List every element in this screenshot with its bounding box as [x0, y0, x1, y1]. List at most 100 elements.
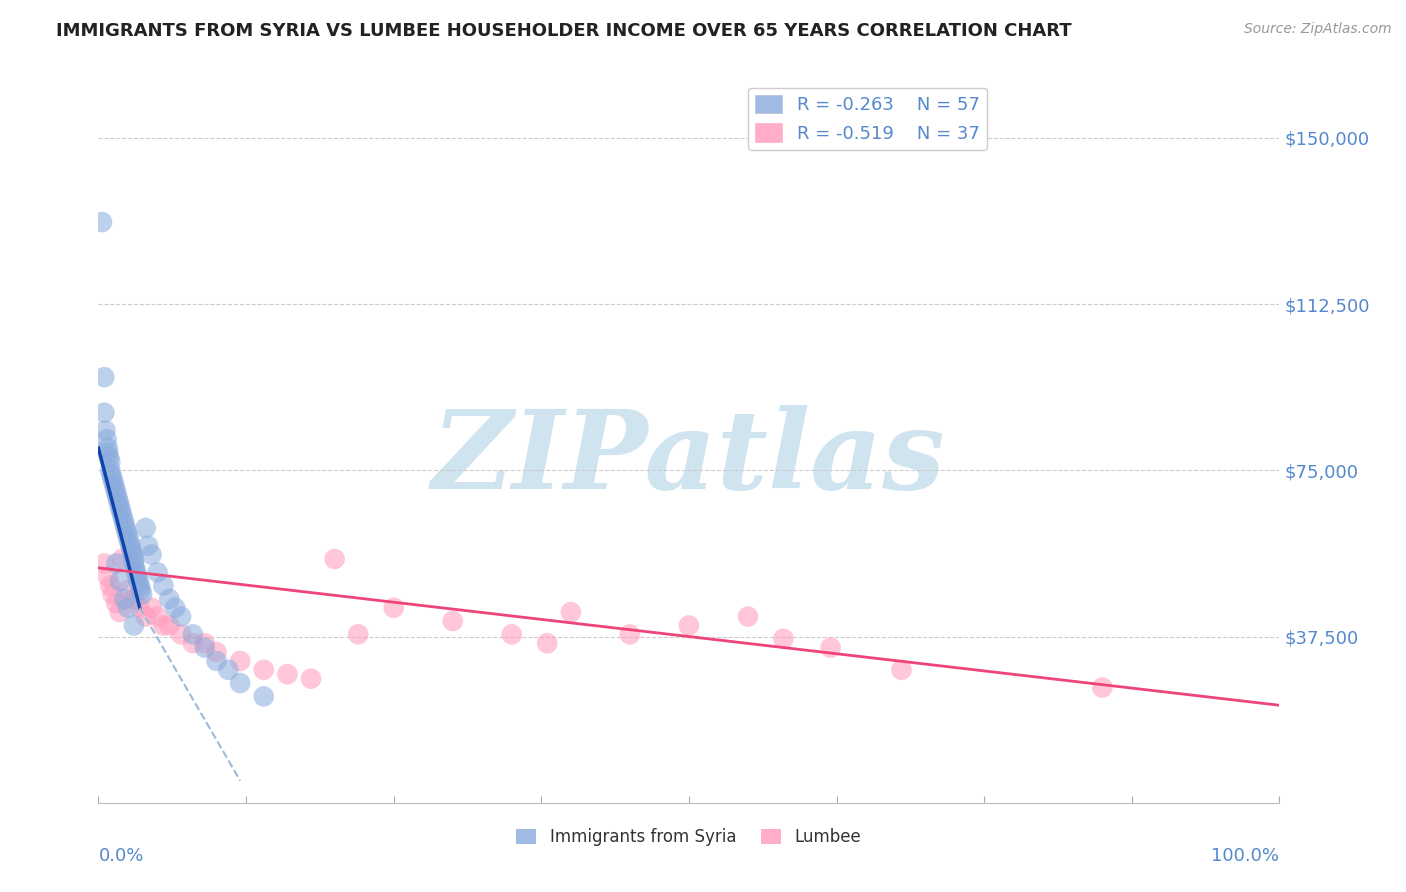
Point	[737, 609, 759, 624]
Point	[772, 632, 794, 646]
Point	[165, 600, 187, 615]
Legend: Immigrants from Syria, Lumbee: Immigrants from Syria, Lumbee	[510, 822, 868, 853]
Point	[127, 570, 149, 584]
Point	[97, 570, 120, 584]
Point	[101, 587, 124, 601]
Point	[157, 591, 180, 606]
Point	[108, 574, 131, 589]
Point	[122, 591, 145, 606]
Point	[96, 432, 118, 446]
Point	[101, 472, 124, 486]
Point	[253, 690, 276, 704]
Point	[105, 490, 128, 504]
Point	[105, 557, 128, 571]
Point	[93, 370, 115, 384]
Point	[820, 640, 842, 655]
Point	[100, 467, 122, 482]
Point	[91, 215, 114, 229]
Text: IMMIGRANTS FROM SYRIA VS LUMBEE HOUSEHOLDER INCOME OVER 65 YEARS CORRELATION CHA: IMMIGRANTS FROM SYRIA VS LUMBEE HOUSEHOL…	[56, 22, 1071, 40]
Point	[560, 605, 582, 619]
Point	[129, 582, 152, 597]
Point	[121, 543, 143, 558]
Point	[135, 609, 157, 624]
Point	[152, 618, 174, 632]
Point	[229, 676, 252, 690]
Point	[112, 591, 135, 606]
Point	[536, 636, 558, 650]
Point	[382, 600, 405, 615]
Point	[323, 552, 346, 566]
Point	[181, 627, 204, 641]
Point	[194, 636, 217, 650]
Point	[117, 582, 139, 597]
Point	[93, 557, 115, 571]
Point	[136, 539, 159, 553]
Point	[194, 640, 217, 655]
Text: ZIPatlas: ZIPatlas	[432, 405, 946, 513]
Point	[122, 557, 145, 571]
Point	[135, 521, 157, 535]
Point	[98, 463, 121, 477]
Point	[501, 627, 523, 641]
Point	[152, 578, 174, 592]
Point	[170, 609, 193, 624]
Point	[117, 600, 139, 615]
Point	[97, 445, 120, 459]
Point	[104, 481, 127, 495]
Point	[125, 566, 148, 580]
Point	[181, 636, 204, 650]
Point	[157, 618, 180, 632]
Point	[108, 605, 131, 619]
Point	[299, 672, 322, 686]
Point	[98, 454, 121, 468]
Point	[890, 663, 912, 677]
Point	[115, 525, 138, 540]
Point	[229, 654, 252, 668]
Point	[110, 503, 132, 517]
Point	[441, 614, 464, 628]
Point	[98, 450, 121, 464]
Point	[146, 566, 169, 580]
Point	[114, 521, 136, 535]
Point	[619, 627, 641, 641]
Point	[108, 499, 131, 513]
Point	[128, 578, 150, 592]
Point	[120, 539, 142, 553]
Point	[97, 441, 120, 455]
Point	[121, 548, 143, 562]
Point	[112, 512, 135, 526]
Point	[678, 618, 700, 632]
Point	[98, 578, 121, 592]
Point	[170, 627, 193, 641]
Point	[128, 574, 150, 589]
Point	[128, 600, 150, 615]
Text: Source: ZipAtlas.com: Source: ZipAtlas.com	[1244, 22, 1392, 37]
Point	[205, 654, 228, 668]
Point	[93, 406, 115, 420]
Point	[1091, 681, 1114, 695]
Text: 0.0%: 0.0%	[98, 847, 143, 864]
Point	[118, 534, 141, 549]
Point	[117, 530, 139, 544]
Point	[105, 485, 128, 500]
Point	[112, 516, 135, 531]
Point	[141, 548, 163, 562]
Point	[347, 627, 370, 641]
Point	[131, 587, 153, 601]
Point	[146, 609, 169, 624]
Point	[111, 552, 134, 566]
Point	[217, 663, 239, 677]
Point	[94, 424, 117, 438]
Point	[122, 552, 145, 566]
Point	[253, 663, 276, 677]
Point	[124, 561, 146, 575]
Point	[122, 618, 145, 632]
Point	[107, 494, 129, 508]
Point	[205, 645, 228, 659]
Text: 100.0%: 100.0%	[1212, 847, 1279, 864]
Point	[111, 508, 134, 522]
Point	[141, 600, 163, 615]
Point	[276, 667, 298, 681]
Point	[103, 476, 125, 491]
Point	[105, 596, 128, 610]
